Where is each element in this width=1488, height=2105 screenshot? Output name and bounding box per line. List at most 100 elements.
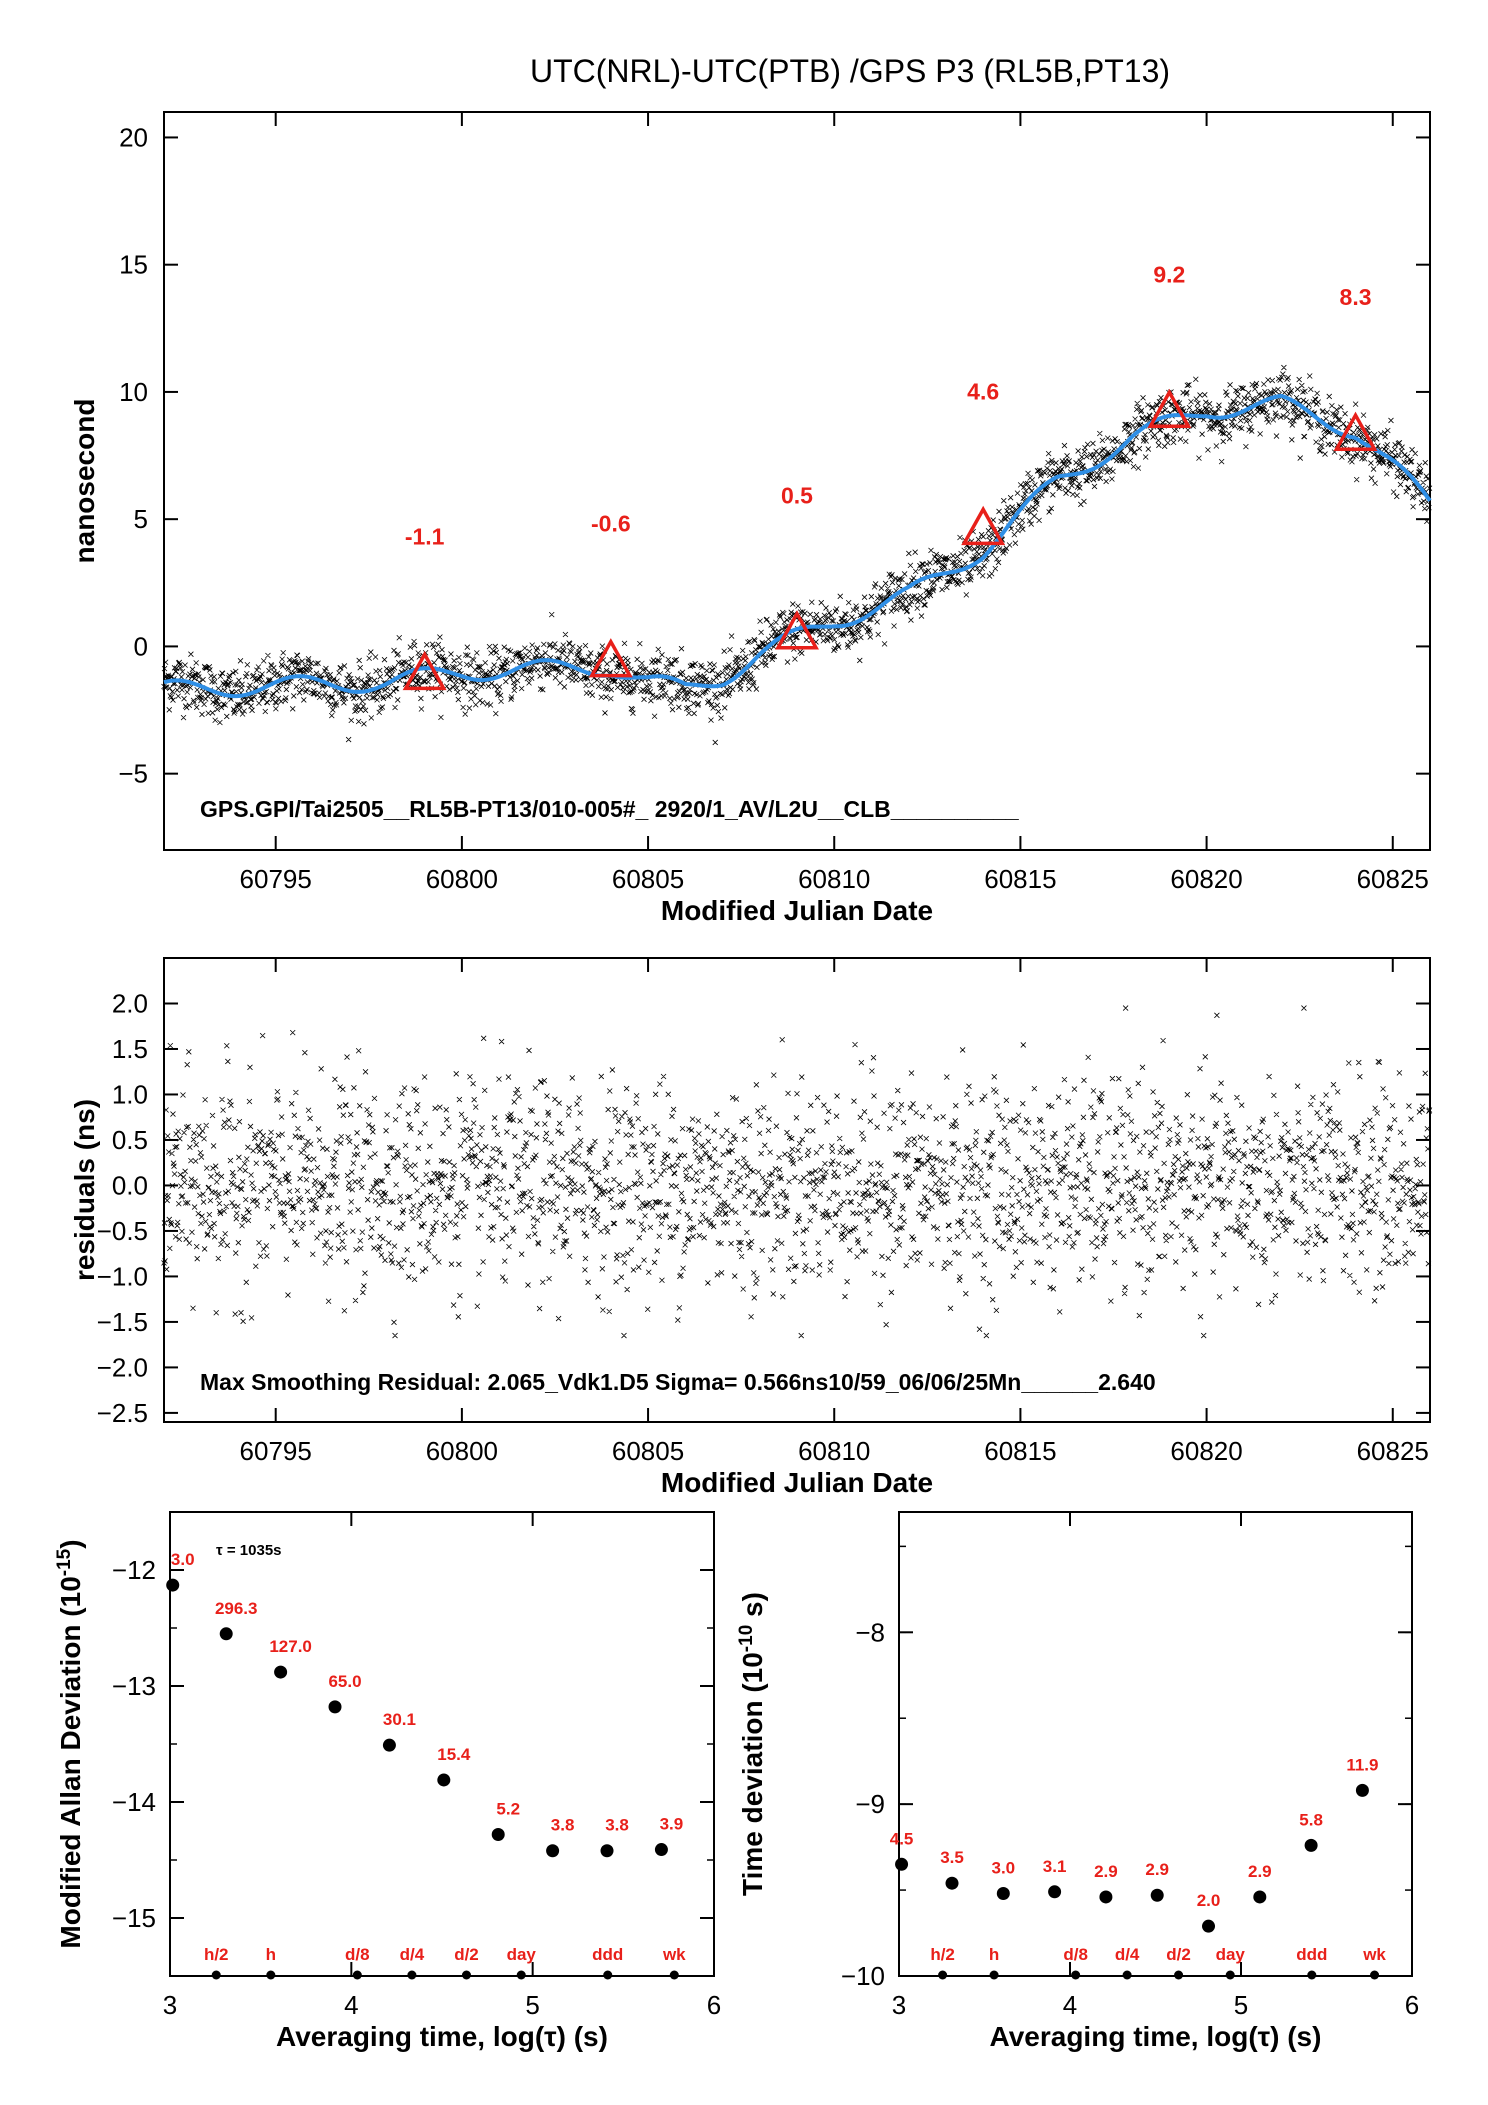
x-tick-label: 60795: [240, 1436, 312, 1466]
y-tick-label: −14: [112, 1787, 156, 1817]
deviation-point: [1253, 1890, 1267, 1904]
time-marker: [989, 1970, 999, 1980]
point-label: 2.9: [1145, 1860, 1169, 1879]
y-tick-label: −1.5: [97, 1307, 148, 1337]
x-tick-label: 4: [1063, 1990, 1077, 2020]
time-marker: [352, 1970, 362, 1980]
x-tick-label: 6: [1405, 1990, 1419, 2020]
tau-note: τ = 1035s: [216, 1542, 282, 1559]
triangle-marker: [1333, 411, 1378, 451]
y-tick-label: 0.0: [112, 1170, 148, 1200]
time-marker: [461, 1970, 471, 1980]
x-axis-label: Modified Julian Date: [661, 1467, 933, 1498]
x-tick-label: 3: [892, 1990, 906, 2020]
y-tick-label: 1.5: [112, 1034, 148, 1064]
point-label: 15.4: [437, 1745, 471, 1764]
y-axis-label-end: ): [55, 1539, 86, 1548]
time-marker: [669, 1970, 679, 1980]
y-tick-label: 0: [134, 631, 148, 661]
time-marker-label: d/8: [345, 1945, 370, 1964]
x-tick-label: 60820: [1170, 1436, 1242, 1466]
residuals-panel: 2.0 1.5 1.0 0.5 0.0 −0.5 −1.0 −1.5 −2.0 −2.5 60795…: [69, 957, 1433, 1498]
smoothed-line: [163, 393, 1432, 699]
time-marker: [266, 1970, 276, 1980]
mdev-panel: −12 −13 −14 −15 3 4 5 6 Averaging time, log(τ) (…: [54, 1511, 721, 2052]
y-axis-label-sup: -10: [736, 1625, 757, 1652]
deviation-point: [1099, 1890, 1113, 1904]
time-marker: [1370, 1970, 1380, 1980]
point-label: 4.5: [890, 1829, 914, 1848]
x-tick-label: 6: [707, 1990, 721, 2020]
time-marker: [1174, 1970, 1184, 1980]
time-marker-label: day: [1216, 1945, 1246, 1964]
point-label: 2.0: [1197, 1891, 1221, 1910]
y-tick-label: −2.0: [97, 1352, 148, 1382]
y-axis-label: Time deviation (10-10 s): [736, 1592, 768, 1896]
point-label: 65.0: [328, 1672, 361, 1691]
triangle-marker: [588, 638, 633, 678]
time-marker-label: day: [507, 1945, 537, 1964]
x-tick-label: 5: [525, 1990, 539, 2020]
deviation-point: [1304, 1838, 1318, 1852]
point-label: 3.8: [551, 1816, 575, 1835]
time-marker-label: wk: [662, 1945, 686, 1964]
time-marker: [211, 1970, 221, 1980]
y-tick-label: 20: [119, 122, 148, 152]
y-axis-label-main: Modified Allan Deviation (10: [55, 1576, 86, 1948]
point-label: 11.9: [1346, 1755, 1378, 1774]
annotation-text: GPS.GPI/Tai2505__RL5B-PT13/010-005#_ 292…: [200, 796, 1019, 822]
residual-annotation: Max Smoothing Residual: 2.065_Vdk1.D5 Si…: [200, 1369, 1156, 1395]
time-marker-label: h: [989, 1945, 999, 1964]
y-axis-label: residuals (ns): [69, 1099, 100, 1281]
x-tick-label: 4: [344, 1990, 358, 2020]
time-marker: [1225, 1970, 1235, 1980]
y-tick-label: −12: [112, 1555, 156, 1585]
x-tick-label: 60810: [798, 1436, 870, 1466]
chart-title: UTC(NRL)-UTC(PTB) /GPS P3 (RL5B,PT13): [530, 53, 1170, 89]
point-label: 5.8: [1299, 1810, 1323, 1829]
point-label: 3.9: [660, 1815, 684, 1834]
deviation-point: [437, 1773, 451, 1787]
y-axis-label-main: Time deviation (10: [737, 1652, 768, 1896]
marker-label: 9.2: [1153, 261, 1185, 287]
time-marker-label: h/2: [204, 1945, 229, 1964]
x-tick-label: 60815: [984, 864, 1056, 894]
time-marker-label: d/2: [454, 1945, 479, 1964]
x-tick-label: 60810: [798, 864, 870, 894]
point-label: 296.3: [215, 1599, 258, 1618]
plot-frame: [898, 1511, 1413, 1977]
time-marker: [407, 1970, 417, 1980]
y-tick-label: 15: [119, 250, 148, 280]
time-marker-label: h: [266, 1945, 276, 1964]
y-tick-label: 5: [134, 504, 148, 534]
time-marker: [938, 1970, 948, 1980]
deviation-point: [491, 1827, 505, 1841]
y-tick-label: −10: [841, 1961, 885, 1991]
time-marker: [1307, 1970, 1317, 1980]
y-tick-label: 2.0: [112, 988, 148, 1018]
y-tick-label: −13: [112, 1671, 156, 1701]
deviation-point: [654, 1843, 668, 1857]
marker-label: -0.6: [591, 511, 631, 537]
deviation-point: [895, 1857, 909, 1871]
y-tick-label: −5: [118, 759, 148, 789]
x-tick-label: 60805: [612, 1436, 684, 1466]
y-tick-label: 10: [119, 377, 148, 407]
y-axis-label-sup: -15: [54, 1548, 75, 1576]
point-label: 127.0: [269, 1637, 312, 1656]
y-tick-label: −0.5: [97, 1216, 148, 1246]
x-tick-label: 60800: [426, 864, 498, 894]
y-tick-label: 0.5: [112, 1125, 148, 1155]
x-tick-label: 60815: [984, 1436, 1056, 1466]
point-label: 3.1: [1043, 1857, 1067, 1876]
y-tick-label: −8: [855, 1617, 885, 1647]
data-points: [161, 364, 1433, 746]
deviation-point: [328, 1700, 342, 1714]
point-label: 2.9: [1248, 1862, 1272, 1881]
x-tick-label: 60800: [426, 1436, 498, 1466]
time-marker-label: wk: [1362, 1945, 1386, 1964]
y-tick-label: −2.5: [97, 1398, 148, 1428]
residual-points: [161, 1005, 1433, 1339]
deviation-point: [382, 1738, 396, 1752]
